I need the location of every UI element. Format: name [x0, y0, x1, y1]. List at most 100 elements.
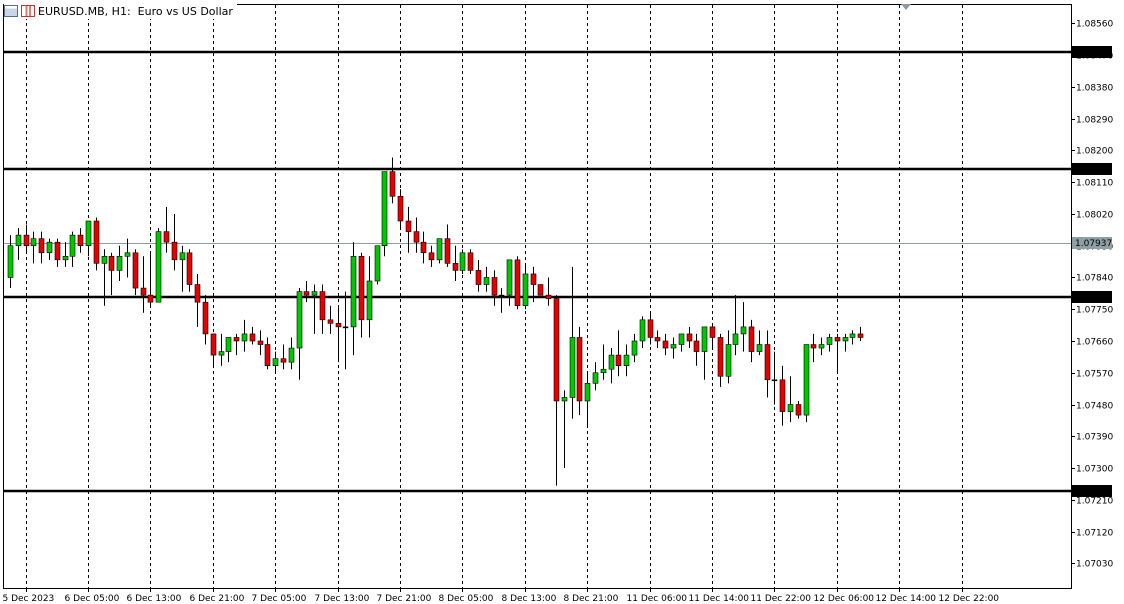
candle[interactable] — [288, 337, 295, 370]
candle[interactable] — [132, 249, 139, 296]
candle[interactable] — [631, 333, 638, 363]
candle[interactable] — [93, 217, 100, 271]
candle[interactable] — [342, 291, 349, 370]
candle[interactable] — [592, 362, 599, 391]
candle[interactable] — [553, 295, 560, 486]
candle[interactable] — [358, 252, 365, 338]
candle[interactable] — [147, 252, 154, 306]
candle[interactable] — [374, 245, 381, 285]
candle[interactable] — [795, 400, 802, 419]
candle[interactable] — [23, 224, 30, 253]
candle[interactable] — [686, 326, 693, 349]
candle[interactable] — [779, 365, 786, 426]
candle[interactable] — [654, 330, 661, 349]
candle[interactable] — [124, 238, 131, 278]
candle[interactable] — [857, 326, 864, 341]
candle[interactable] — [732, 295, 739, 356]
candle[interactable] — [475, 259, 482, 292]
candle[interactable] — [530, 266, 537, 303]
candle[interactable] — [647, 312, 654, 345]
candle[interactable] — [241, 319, 248, 352]
candle[interactable] — [436, 238, 443, 264]
candle[interactable] — [194, 273, 201, 327]
candle[interactable] — [116, 245, 123, 282]
candle[interactable] — [264, 337, 271, 370]
candle[interactable] — [381, 171, 388, 257]
candle[interactable] — [225, 337, 232, 363]
candle[interactable] — [46, 238, 53, 260]
candle[interactable] — [584, 372, 591, 426]
candle[interactable] — [397, 189, 404, 229]
candle[interactable] — [576, 326, 583, 416]
candle[interactable] — [233, 333, 240, 356]
candle[interactable] — [210, 333, 217, 366]
candle[interactable] — [171, 213, 178, 271]
candle[interactable] — [693, 333, 700, 366]
candle[interactable] — [108, 252, 115, 296]
candle[interactable] — [849, 330, 856, 345]
candle[interactable] — [327, 305, 334, 334]
candle[interactable] — [62, 242, 69, 267]
candle[interactable] — [725, 330, 732, 384]
candle[interactable] — [249, 326, 256, 345]
candle[interactable] — [834, 333, 841, 373]
candle[interactable] — [319, 284, 326, 334]
candle[interactable] — [257, 330, 264, 356]
candle[interactable] — [615, 330, 622, 377]
candle[interactable] — [491, 270, 498, 306]
candle[interactable] — [54, 238, 61, 267]
candle[interactable] — [748, 319, 755, 363]
candle[interactable] — [600, 344, 607, 380]
candle[interactable] — [662, 333, 669, 356]
candle[interactable] — [350, 242, 357, 356]
candle[interactable] — [85, 220, 92, 257]
candle[interactable] — [428, 245, 435, 267]
candle[interactable] — [826, 333, 833, 352]
candle[interactable] — [459, 249, 466, 274]
candle[interactable] — [452, 245, 459, 282]
candle[interactable] — [514, 256, 521, 310]
candle[interactable] — [420, 231, 427, 264]
candle[interactable] — [842, 333, 849, 352]
candle[interactable] — [569, 266, 576, 419]
candle[interactable] — [38, 231, 45, 264]
candle[interactable] — [366, 256, 373, 338]
candle[interactable] — [498, 288, 505, 313]
chart-type-icon[interactable] — [21, 5, 35, 17]
candle[interactable] — [561, 390, 568, 469]
candle[interactable] — [467, 249, 474, 274]
candle[interactable] — [272, 351, 279, 373]
candle[interactable] — [77, 228, 84, 253]
candle[interactable] — [218, 333, 225, 366]
candle[interactable] — [608, 348, 615, 384]
candle[interactable] — [389, 157, 396, 204]
candle[interactable] — [186, 249, 193, 292]
candle[interactable] — [101, 249, 108, 306]
candle[interactable] — [405, 206, 412, 253]
candle[interactable] — [179, 245, 186, 292]
candle[interactable] — [335, 305, 342, 363]
candle[interactable] — [771, 351, 778, 405]
candle[interactable] — [810, 333, 817, 363]
candle[interactable] — [15, 228, 22, 260]
candle[interactable] — [163, 206, 170, 253]
candle[interactable] — [30, 231, 37, 264]
candle[interactable] — [444, 224, 451, 267]
candle[interactable] — [296, 288, 303, 380]
candle[interactable] — [413, 217, 420, 253]
candle[interactable] — [701, 326, 708, 380]
candle[interactable] — [537, 284, 544, 296]
chart-window-icon[interactable] — [4, 5, 18, 17]
candle[interactable] — [818, 337, 825, 356]
candle[interactable] — [522, 263, 529, 310]
candle[interactable] — [69, 231, 76, 267]
candle[interactable] — [787, 376, 794, 423]
candle[interactable] — [7, 235, 14, 289]
candle[interactable] — [678, 333, 685, 352]
candle[interactable] — [764, 330, 771, 398]
candle[interactable] — [803, 344, 810, 423]
candle[interactable] — [140, 256, 147, 313]
candle[interactable] — [756, 330, 763, 356]
